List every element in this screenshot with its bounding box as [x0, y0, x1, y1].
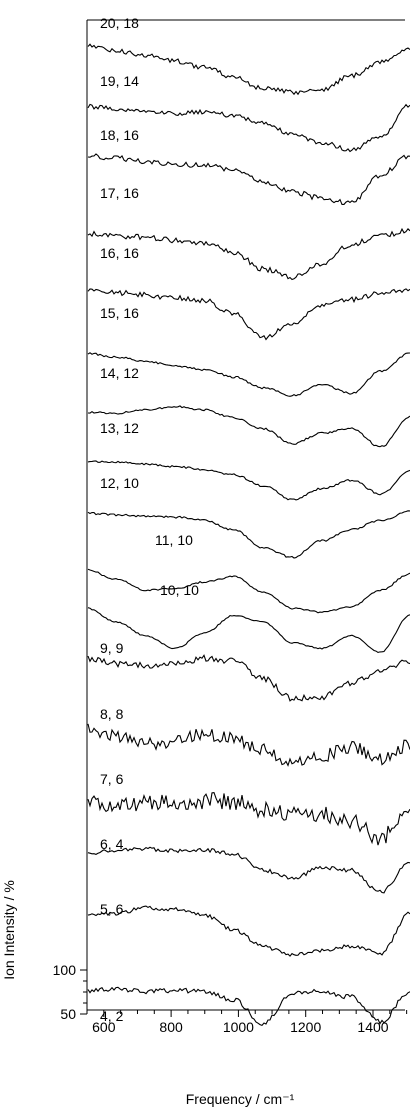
series-label: 11, 10 [155, 532, 193, 548]
y-tick-label: 50 [60, 1006, 76, 1022]
series-line-16-16 [87, 288, 410, 341]
series-line-19-14 [87, 103, 410, 153]
x-axis-title: Frequency / cm⁻¹ [186, 1091, 295, 1107]
series-line-20-18 [87, 43, 410, 96]
x-tick-label: 1200 [290, 1019, 321, 1035]
y-axis-title: Ion Intensity / % [1, 880, 17, 980]
series-line-7-6 [87, 791, 410, 846]
series-line-6-4 [87, 846, 410, 894]
series-label: 17, 16 [100, 185, 139, 201]
series-label: 7, 6 [100, 771, 124, 787]
series-label: 5, 6 [100, 901, 124, 917]
series-group [87, 43, 410, 1027]
series-label: 18, 16 [100, 127, 139, 143]
series-label: 15, 16 [100, 305, 139, 321]
series-line-9-9 [87, 654, 410, 702]
series-line-4-2 [87, 986, 410, 1027]
series-line-17-16 [87, 227, 410, 281]
series-label: 16, 16 [100, 245, 139, 261]
series-label: 20, 18 [100, 15, 139, 31]
series-label: 19, 14 [100, 73, 139, 89]
series-labels: 20, 18 19, 14 18, 16 17, 16 16, 16 15, 16 14, … [100, 15, 199, 1024]
series-label: 10, 10 [160, 582, 199, 598]
series-label: 13, 12 [100, 420, 139, 436]
series-label: 12, 10 [100, 475, 139, 491]
series-label: 14, 12 [100, 365, 139, 381]
x-tick-label: 1000 [223, 1019, 254, 1035]
series-line-10-10 [87, 607, 410, 653]
series-line-12-10 [87, 510, 410, 559]
series-line-18-16 [87, 153, 410, 205]
series-line-11-10 [87, 568, 410, 614]
series-label: 9, 9 [100, 640, 124, 656]
series-line-15-16 [87, 352, 410, 397]
series-line-13-12 [87, 460, 410, 501]
series-label: 8, 8 [100, 706, 124, 722]
series-label: 6, 4 [100, 836, 124, 852]
x-axis: 600 800 1000 1200 1400 [86, 1010, 408, 1035]
series-line-8-8 [87, 723, 410, 767]
x-tick-label: 800 [159, 1019, 183, 1035]
x-tick-label: 600 [92, 1019, 116, 1035]
x-tick-label: 1400 [357, 1019, 388, 1035]
series-line-5-6 [87, 905, 410, 957]
series-label: 4, 2 [100, 1008, 124, 1024]
series-line-14-12 [87, 405, 410, 448]
y-tick-label: 100 [53, 962, 77, 978]
y-axis: 100 50 [53, 962, 87, 1022]
